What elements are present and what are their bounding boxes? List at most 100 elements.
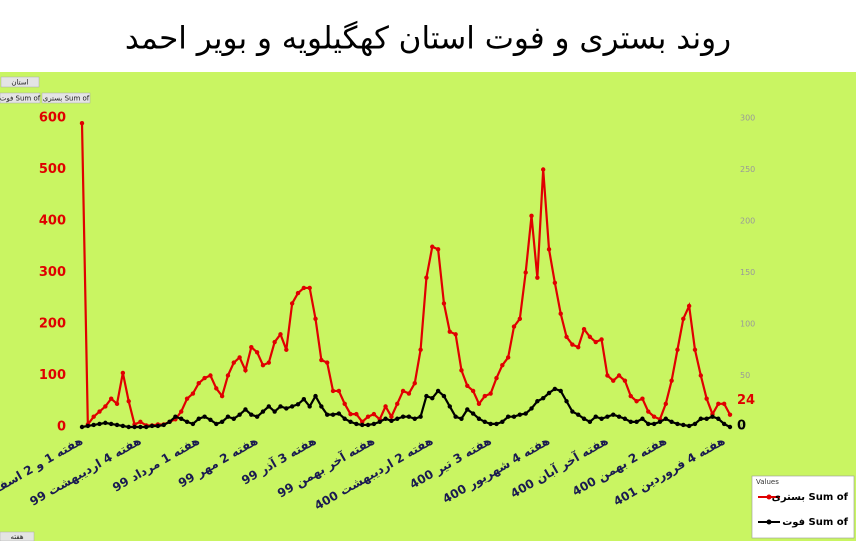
data-point <box>576 412 581 417</box>
data-point <box>476 416 482 421</box>
data-point <box>383 404 388 409</box>
data-point <box>196 416 201 421</box>
data-point <box>505 355 511 360</box>
data-point <box>581 416 587 421</box>
data-point <box>710 414 715 419</box>
button-box[interactable] <box>41 92 91 104</box>
data-point <box>523 411 528 416</box>
data-point <box>208 373 213 378</box>
data-point <box>424 275 429 280</box>
data-point <box>576 344 581 350</box>
button-label[interactable]: هفته <box>10 533 23 541</box>
data-point <box>535 399 540 404</box>
y-tick-label: 300 <box>39 265 66 280</box>
data-point <box>383 416 388 421</box>
data-point <box>132 424 137 430</box>
button-box[interactable] <box>0 76 40 88</box>
button-label[interactable]: استان <box>11 79 28 87</box>
y-tick-label: 400 <box>39 214 66 229</box>
field-button[interactable]: استان <box>0 76 40 88</box>
data-point <box>249 344 254 350</box>
data-point <box>219 393 225 399</box>
data-point <box>564 334 569 340</box>
data-point <box>470 411 476 416</box>
data-point <box>114 422 120 428</box>
data-point <box>313 393 318 399</box>
data-label: 24 <box>737 393 755 408</box>
data-point <box>540 395 546 401</box>
data-point <box>698 416 704 421</box>
data-point <box>570 342 575 347</box>
data-point <box>313 316 318 322</box>
button-label[interactable]: Sum of بستری <box>43 95 90 103</box>
data-point <box>704 416 709 421</box>
button-box[interactable] <box>0 92 41 104</box>
data-point <box>692 421 698 427</box>
data-point <box>640 396 645 401</box>
y-tick-label: 500 <box>39 162 66 177</box>
y-tick-label: 100 <box>39 368 66 383</box>
data-point <box>716 401 721 407</box>
data-point <box>616 414 622 419</box>
y-tick-label: 0 <box>57 420 66 435</box>
data-point <box>558 388 563 394</box>
data-point <box>126 399 131 404</box>
data-point <box>721 421 727 427</box>
data-point <box>698 373 704 378</box>
data-point <box>669 378 674 383</box>
data-point <box>149 423 155 429</box>
data-point <box>505 414 511 419</box>
data-point <box>354 411 359 417</box>
data-point <box>640 416 645 421</box>
data-point <box>611 412 616 417</box>
data-point <box>284 406 289 411</box>
data-point <box>727 412 733 417</box>
data-point <box>289 404 295 409</box>
data-point <box>395 401 400 407</box>
data-point <box>540 167 546 172</box>
data-point <box>704 396 709 401</box>
data-point <box>272 409 277 414</box>
data-point <box>611 378 616 383</box>
button-box[interactable] <box>0 531 35 541</box>
data-point <box>453 414 458 419</box>
data-point <box>400 414 406 419</box>
data-point <box>184 419 190 425</box>
data-point <box>692 347 698 352</box>
data-point <box>254 350 260 355</box>
data-point <box>435 247 441 252</box>
button-label[interactable]: Sum of فوت <box>0 95 41 103</box>
data-point <box>360 419 365 425</box>
data-point <box>517 412 523 417</box>
data-point <box>651 414 657 419</box>
data-point <box>441 301 447 306</box>
data-point <box>593 339 598 345</box>
data-point <box>260 409 266 414</box>
data-point <box>622 378 628 383</box>
data-point <box>599 416 604 421</box>
field-button[interactable]: Sum of فوت <box>0 92 41 104</box>
data-point <box>365 414 371 419</box>
data-point <box>319 404 324 409</box>
data-point <box>605 373 610 378</box>
data-point <box>330 388 336 394</box>
field-button[interactable]: Sum of بستری <box>41 92 91 104</box>
data-point <box>470 388 476 394</box>
data-point <box>108 396 114 401</box>
data-point <box>488 421 493 427</box>
data-point <box>412 381 417 386</box>
data-point <box>319 357 324 363</box>
data-point <box>202 414 207 419</box>
data-point <box>453 332 458 337</box>
data-point <box>587 419 593 425</box>
data-point <box>342 416 347 421</box>
data-point <box>546 390 552 396</box>
data-point <box>535 275 540 280</box>
data-point <box>138 424 143 430</box>
data-point <box>91 422 96 428</box>
field-button[interactable]: هفته <box>0 531 35 541</box>
data-point <box>307 285 312 291</box>
data-point <box>494 375 499 381</box>
data-point <box>529 406 534 411</box>
